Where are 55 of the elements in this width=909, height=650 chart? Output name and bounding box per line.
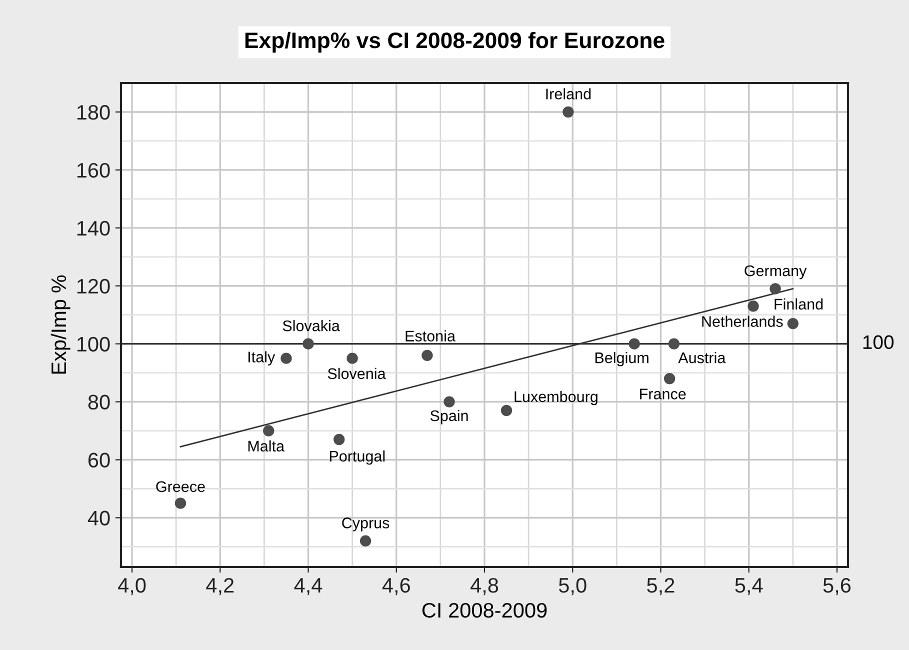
x-tick-label: 5,6 — [823, 578, 851, 596]
point — [333, 434, 345, 446]
x-tick-label: 5,0 — [558, 578, 586, 596]
point — [668, 338, 680, 350]
point — [346, 352, 358, 364]
annotation: Spain — [430, 410, 468, 424]
x-tick-label: 4,8 — [470, 578, 498, 596]
x-tick-label: 4,0 — [118, 578, 146, 596]
y-tick-label: 140 — [77, 220, 110, 236]
annotation: Belgium — [595, 352, 648, 366]
y-tick-label: 180 — [77, 104, 110, 120]
x-tick-label: 4,4 — [294, 578, 322, 596]
point — [174, 498, 186, 509]
point — [787, 318, 799, 330]
annotation: Ireland — [546, 88, 591, 100]
point — [444, 396, 455, 408]
annotation: Estonia — [406, 330, 456, 342]
annotation: Slovenia — [328, 368, 386, 380]
x-tick-label: 4,2 — [206, 578, 234, 596]
annotation: Malta — [248, 440, 285, 452]
x-tick-label: 4,6 — [382, 578, 410, 596]
annotation: Finland — [774, 298, 823, 310]
y-tick-label: 60 — [88, 452, 110, 468]
point — [422, 350, 433, 362]
annotation: Germany — [744, 265, 807, 280]
annotation: Greece — [156, 481, 205, 492]
x-tick-label: 5,2 — [647, 578, 674, 596]
y-axis-title: Exp/Imp % — [50, 275, 70, 374]
annotation: Italy — [248, 351, 276, 366]
point — [562, 106, 574, 118]
ref-line-label: 100 — [863, 335, 894, 350]
point — [280, 352, 292, 364]
annotation: Cyprus — [342, 518, 390, 532]
annotation: Luxembourg — [514, 390, 598, 406]
point — [748, 300, 759, 312]
point — [664, 373, 676, 384]
y-tick-label: 120 — [77, 278, 110, 294]
annotation: Austria — [678, 352, 726, 364]
x-axis-title: CI 2008-2009 — [422, 602, 547, 618]
annotation: Slovakia — [282, 320, 340, 332]
annotation: Netherlands — [702, 316, 783, 327]
point — [500, 404, 512, 416]
point — [628, 338, 640, 350]
point — [770, 283, 781, 294]
annotation: France — [640, 388, 686, 400]
x-tick-label: 5,4 — [735, 578, 763, 596]
y-tick-label: 100 — [77, 336, 110, 352]
chart-title: Exp/Imp% vs CI 2008-2009 for Eurozone — [245, 32, 664, 53]
y-tick-label: 40 — [88, 510, 110, 526]
point — [360, 535, 372, 547]
annotation: Portugal — [330, 450, 385, 465]
y-tick-label: 160 — [77, 162, 110, 178]
point — [262, 425, 274, 436]
point — [302, 338, 314, 350]
y-tick-label: 80 — [88, 394, 110, 410]
